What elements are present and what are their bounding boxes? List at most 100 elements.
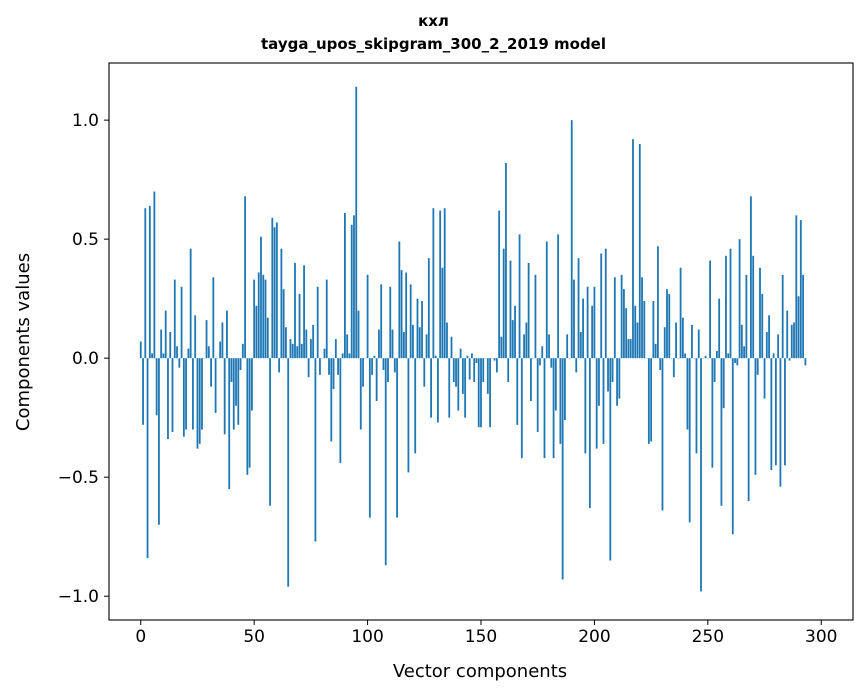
bar xyxy=(747,358,750,501)
bar xyxy=(527,262,530,359)
bar xyxy=(511,320,514,359)
bar xyxy=(781,274,784,359)
bar xyxy=(366,274,369,359)
bar xyxy=(525,322,528,359)
bar xyxy=(557,234,560,359)
bar xyxy=(198,358,201,444)
bar xyxy=(359,358,362,430)
bar xyxy=(554,358,557,411)
bar xyxy=(768,315,770,359)
chart-title-line-1: кхл xyxy=(418,12,449,30)
bar xyxy=(777,334,780,359)
bar xyxy=(793,322,795,359)
bar xyxy=(566,334,569,359)
bar xyxy=(604,248,607,359)
bar xyxy=(772,353,775,359)
bar xyxy=(303,265,305,359)
bar xyxy=(627,339,630,359)
bar xyxy=(765,331,768,359)
bar xyxy=(328,358,330,375)
bar xyxy=(396,358,398,518)
bar xyxy=(641,277,643,359)
bar xyxy=(375,358,378,402)
bar xyxy=(339,358,342,463)
bar xyxy=(205,320,208,359)
bar xyxy=(625,308,628,359)
bar xyxy=(761,293,764,359)
bar xyxy=(770,358,773,471)
bar xyxy=(348,353,351,359)
y-tick-label: 0.0 xyxy=(72,349,99,369)
x-tick-label: 250 xyxy=(692,627,724,647)
bar xyxy=(613,277,616,359)
bar xyxy=(409,284,412,359)
bar xyxy=(332,358,335,390)
bar xyxy=(300,343,303,359)
y-axis-label: Components values xyxy=(13,253,34,431)
bar xyxy=(319,358,321,375)
bar xyxy=(763,358,766,399)
bar xyxy=(407,358,410,473)
bar xyxy=(740,324,743,359)
bar xyxy=(475,358,478,363)
bar xyxy=(228,358,231,490)
bar xyxy=(226,310,228,359)
bar xyxy=(480,358,482,428)
bar xyxy=(500,336,503,359)
bar xyxy=(468,358,471,380)
bar xyxy=(416,298,419,359)
bar xyxy=(344,212,346,359)
bar xyxy=(745,274,748,359)
bar xyxy=(711,358,714,468)
y-tick-label: 1.0 xyxy=(72,111,99,131)
bar xyxy=(262,274,265,359)
bar xyxy=(725,255,727,359)
bar xyxy=(430,358,432,418)
bar xyxy=(729,248,732,359)
bar xyxy=(788,358,791,361)
bar xyxy=(575,358,578,373)
bar xyxy=(255,305,258,359)
bar xyxy=(393,358,396,373)
bar xyxy=(448,358,451,418)
bar xyxy=(609,358,612,561)
bar xyxy=(743,346,746,359)
bar xyxy=(237,358,240,425)
bar xyxy=(171,358,174,432)
bar xyxy=(298,293,301,359)
bar xyxy=(382,358,385,371)
bar xyxy=(357,310,360,359)
bar xyxy=(309,339,312,359)
bar xyxy=(269,358,271,506)
bar xyxy=(230,358,233,382)
bar xyxy=(232,358,235,430)
bar xyxy=(439,210,442,359)
bar xyxy=(350,224,353,359)
bar xyxy=(387,358,389,382)
bar xyxy=(353,215,355,359)
bar xyxy=(139,341,142,359)
bar xyxy=(720,358,723,506)
bar xyxy=(738,239,741,359)
bar xyxy=(398,241,401,359)
bar xyxy=(423,358,426,387)
bar xyxy=(461,358,464,394)
bar xyxy=(278,358,281,373)
bar xyxy=(412,324,414,359)
bar xyxy=(686,358,689,430)
bar xyxy=(334,339,337,359)
bar xyxy=(434,355,437,359)
bar xyxy=(477,358,480,428)
bar xyxy=(437,358,439,423)
x-tick-label: 300 xyxy=(805,627,837,647)
bar xyxy=(251,358,253,411)
bar xyxy=(148,205,151,359)
bar xyxy=(650,358,653,442)
bar xyxy=(486,358,489,394)
x-tick-label: 0 xyxy=(135,627,146,647)
bar xyxy=(591,305,594,359)
bar xyxy=(330,358,333,442)
bar xyxy=(368,358,371,518)
bar xyxy=(663,327,666,359)
x-axis-ticks: 0 50 100 150 200 250 300 xyxy=(135,620,837,647)
